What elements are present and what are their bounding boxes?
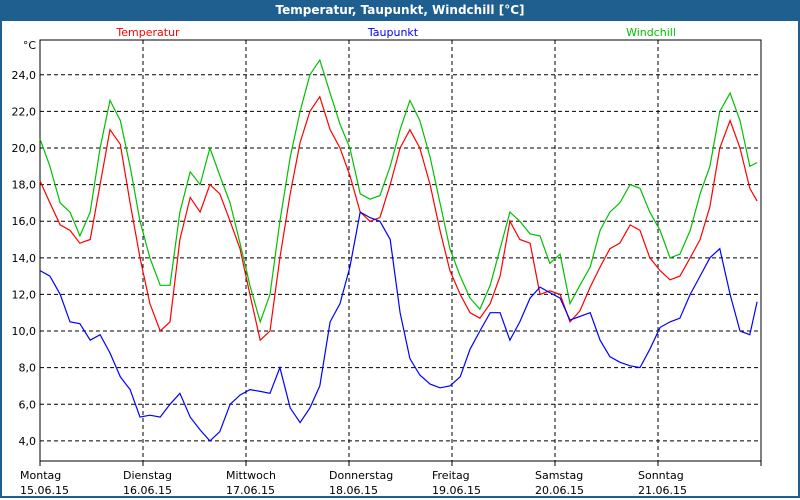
y-tick-label: 12,0 — [12, 288, 37, 301]
x-tick-day: Samstag — [535, 469, 583, 482]
x-tick-day: Mittwoch — [226, 469, 276, 482]
plot-frame — [39, 39, 762, 462]
y-tick-label: 14,0 — [12, 252, 37, 265]
x-tick-date: 15.06.15 — [20, 484, 69, 497]
legend-taupunkt: Taupunkt — [367, 26, 419, 39]
y-tick-label: 24,0 — [12, 69, 37, 82]
legend: Temperatur Taupunkt Windchill — [115, 26, 676, 39]
series-line-windchill — [39, 58, 758, 324]
tick-labels: 4,0 6,0 8,0 10,0 12,0 14,0 16,0 18,0 20,0 22,0 24,… — [12, 39, 687, 497]
y-tick-label: 8,0 — [19, 362, 37, 375]
x-tick-day: Sonntag — [638, 469, 684, 482]
series-line-taupunkt — [39, 211, 758, 442]
series-lines — [39, 58, 758, 442]
y-tick-label: 4,0 — [19, 435, 37, 448]
x-tick-date: 21.06.15 — [638, 484, 687, 497]
series-line-temperatur — [39, 95, 758, 342]
y-axis-unit: °C — [23, 39, 37, 52]
y-tick-label: 10,0 — [12, 325, 37, 338]
x-tick-date: 18.06.15 — [329, 484, 378, 497]
x-tick-day: Montag — [20, 469, 61, 482]
axes — [39, 39, 762, 466]
y-tick-label: 16,0 — [12, 215, 37, 228]
y-tick-label: 18,0 — [12, 179, 37, 192]
legend-windchill: Windchill — [626, 26, 676, 39]
y-tick-label: 20,0 — [12, 142, 37, 155]
x-tick-date: 16.06.15 — [123, 484, 172, 497]
x-tick-date: 17.06.15 — [226, 484, 275, 497]
x-tick-date: 19.06.15 — [432, 484, 481, 497]
y-tick-label: 6,0 — [19, 398, 37, 411]
window-title: Temperatur, Taupunkt, Windchill [°C] — [0, 0, 800, 21]
x-tick-day: Donnerstag — [329, 469, 393, 482]
x-tick-date: 20.06.15 — [535, 484, 584, 497]
legend-temperatur: Temperatur — [115, 26, 180, 39]
y-tick-label: 22,0 — [12, 105, 37, 118]
x-tick-day: Freitag — [432, 469, 470, 482]
x-tick-day: Dienstag — [123, 469, 172, 482]
